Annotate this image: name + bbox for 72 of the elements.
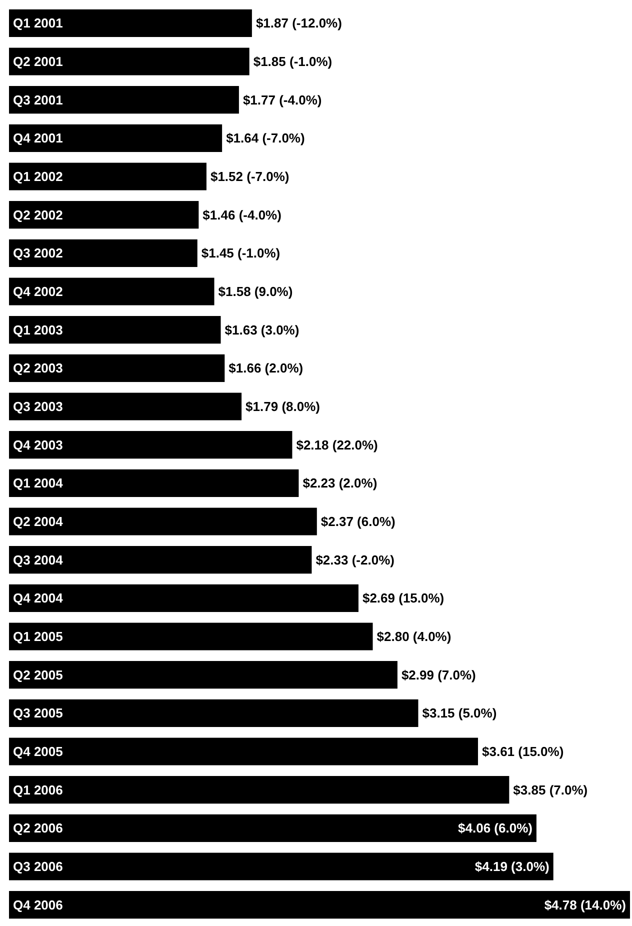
y-tick-label: Q4 2005 — [13, 744, 63, 759]
bar — [9, 508, 317, 536]
y-tick-label: Q2 2002 — [13, 207, 63, 222]
data-label: $3.15 (5.0%) — [422, 706, 497, 721]
y-tick-label: Q3 2006 — [13, 859, 63, 874]
bar — [9, 622, 373, 650]
bar — [9, 584, 358, 612]
bar — [9, 699, 418, 727]
data-label: $1.52 (-7.0%) — [210, 169, 290, 184]
y-tick-label: Q1 2004 — [13, 476, 64, 491]
bar — [9, 278, 214, 306]
data-label: $2.23 (2.0%) — [302, 476, 378, 491]
bar — [9, 891, 630, 919]
bar — [9, 431, 292, 459]
y-tick-label: Q3 2002 — [13, 246, 63, 261]
data-label: $4.19 (3.0%) — [474, 859, 550, 874]
y-tick-label: Q1 2006 — [13, 782, 63, 798]
y-tick-label: Q1 2005 — [13, 629, 63, 644]
data-label: $3.61 (15.0%) — [482, 744, 564, 759]
bar — [9, 124, 222, 152]
data-label: $1.79 (8.0%) — [246, 399, 320, 414]
data-label: $1.46 (-4.0%) — [202, 207, 282, 222]
y-tick-label: Q2 2006 — [13, 820, 63, 836]
data-label: $1.45 (-1.0%) — [201, 246, 280, 261]
y-tick-label: Q2 2001 — [13, 54, 63, 69]
bar — [9, 354, 225, 382]
y-tick-label: Q2 2004 — [13, 514, 64, 529]
bar — [9, 852, 554, 880]
data-label: $1.66 (2.0%) — [228, 360, 304, 376]
bar — [9, 48, 250, 76]
y-tick-label: Q3 2004 — [13, 552, 64, 568]
data-label: $1.63 (3.0%) — [224, 322, 300, 338]
y-tick-label: Q4 2003 — [13, 437, 63, 452]
y-tick-label: Q4 2004 — [13, 590, 64, 606]
bar — [9, 661, 398, 689]
y-tick-label: Q3 2003 — [13, 399, 63, 414]
bar — [9, 162, 206, 190]
y-tick-label: Q2 2005 — [13, 667, 63, 682]
y-tick-label: Q1 2003 — [13, 322, 63, 338]
data-label: $2.33 (-2.0%) — [316, 552, 394, 568]
y-tick-label: Q1 2002 — [13, 169, 63, 184]
y-tick-label: Q1 2001 — [13, 16, 63, 31]
y-tick-label: Q3 2005 — [13, 706, 63, 721]
y-tick-label: Q4 2001 — [13, 130, 63, 146]
data-label: $3.85 (7.0%) — [513, 782, 588, 798]
bar — [9, 239, 198, 267]
y-tick-label: Q3 2001 — [13, 92, 63, 108]
bar — [9, 546, 312, 574]
data-label: $1.85 (-1.0%) — [253, 54, 332, 69]
bar — [9, 392, 242, 420]
bar — [9, 738, 478, 766]
data-label: $2.99 (7.0%) — [401, 667, 476, 682]
data-label: $1.87 (-12.0%) — [256, 16, 342, 31]
data-label: $2.18 (22.0%) — [296, 437, 378, 452]
data-label: $1.58 (9.0%) — [218, 284, 293, 299]
data-label: $1.64 (-7.0%) — [226, 130, 305, 146]
data-label: $2.37 (6.0%) — [320, 514, 396, 529]
bar — [9, 316, 221, 344]
bar — [9, 201, 199, 229]
data-label: $1.77 (-4.0%) — [242, 92, 322, 108]
y-tick-label: Q4 2002 — [13, 284, 63, 299]
y-tick-label: Q4 2006 — [13, 897, 63, 912]
data-label: $2.69 (15.0%) — [362, 590, 444, 606]
data-label: $4.78 (14.0%) — [544, 897, 626, 912]
bar — [9, 9, 252, 37]
bar — [9, 469, 299, 497]
data-label: $4.06 (6.0%) — [458, 820, 532, 836]
bar — [9, 86, 239, 114]
data-label: $2.80 (4.0%) — [376, 629, 452, 644]
y-tick-label: Q2 2003 — [13, 360, 63, 376]
bar — [9, 814, 536, 842]
bar — [9, 776, 510, 804]
